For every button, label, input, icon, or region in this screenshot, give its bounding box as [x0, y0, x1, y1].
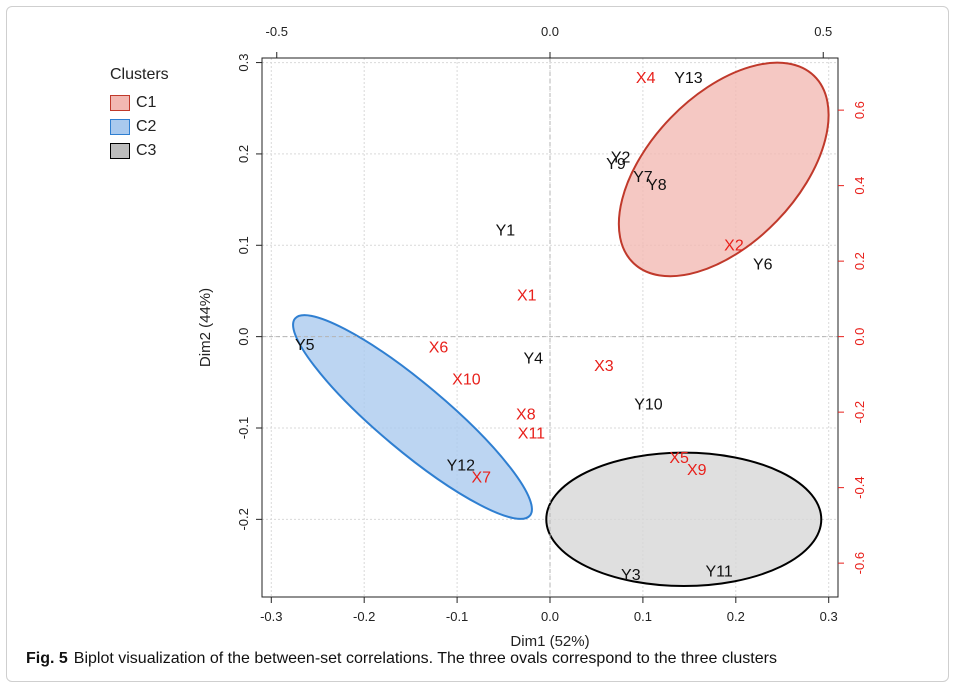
point-label-x10: X10: [452, 372, 481, 389]
caption-text: Biplot visualization of the between-set …: [73, 650, 777, 667]
x-tick-label: -0.1: [446, 609, 468, 624]
x-tick-label: -0.2: [353, 609, 375, 624]
point-label-y10: Y10: [634, 396, 663, 413]
point-label-y7: Y7: [633, 169, 653, 186]
point-label-y6: Y6: [753, 257, 773, 274]
y-tick-label: 0.3: [236, 54, 251, 72]
x-axis-label: Dim1 (52%): [510, 633, 589, 650]
point-label-x5: X5: [669, 450, 689, 467]
point-label-x4: X4: [636, 70, 656, 87]
caption-label: Fig. 5: [26, 650, 68, 667]
right-tick-label: -0.2: [852, 401, 867, 423]
point-label-x11: X11: [518, 426, 545, 443]
point-label-y3: Y3: [621, 567, 641, 584]
right-tick-label: -0.6: [852, 552, 867, 574]
legend-title: Clusters: [110, 66, 169, 83]
x-axis-bottom: -0.3 -0.2 -0.1 0.0 0.1 0.2 0.3: [260, 597, 838, 624]
legend-swatch: [110, 143, 130, 159]
point-label-y5: Y5: [295, 337, 315, 354]
right-tick-label: 0.0: [852, 328, 867, 346]
legend-label: C2: [136, 118, 157, 135]
legend-item-c2: C2: [110, 116, 169, 138]
y-tick-label: 0.0: [236, 328, 251, 346]
top-tick-label: 0.0: [541, 24, 559, 39]
legend-swatch: [110, 119, 130, 135]
right-tick-label: -0.4: [852, 476, 867, 498]
y-axis-left: -0.2 -0.1 0.0 0.1 0.2 0.3: [236, 54, 262, 531]
point-label-y8: Y8: [647, 177, 667, 194]
y-tick-label: 0.2: [236, 145, 251, 163]
point-label-x8: X8: [516, 406, 536, 423]
y-tick-label: -0.2: [236, 508, 251, 530]
x-tick-label: 0.3: [820, 609, 838, 624]
cluster-ellipse-c1: [617, 61, 830, 278]
cluster-ellipse-c3: [545, 451, 823, 588]
top-tick-label: -0.5: [266, 24, 288, 39]
legend-swatch: [110, 95, 130, 111]
right-tick-label: 0.2: [852, 252, 867, 270]
point-label-y2: Y2: [611, 150, 631, 167]
x-tick-label: 0.2: [727, 609, 745, 624]
point-labels: X1 X2 X3 X4 X5 X6 X7 X8 X9 X10 X11 Y1 Y2 Y3 Y4 Y5 Y6 Y7Y8…: [295, 70, 773, 584]
figure-caption: Fig. 5 Biplot visualization of the betwee…: [26, 650, 936, 668]
legend-item-c3: C3: [110, 140, 169, 162]
point-label-y11: Y11: [705, 564, 732, 581]
right-tick-label: 0.4: [852, 177, 867, 195]
point-label-x7: X7: [471, 469, 491, 486]
y-tick-label: 0.1: [236, 236, 251, 254]
x-tick-label: 0.0: [541, 609, 559, 624]
point-label-x2: X2: [724, 237, 744, 254]
point-label-x9: X9: [687, 462, 707, 479]
y-tick-label: -0.1: [236, 417, 251, 439]
x-tick-label: -0.3: [260, 609, 282, 624]
point-label-y13: Y13: [674, 70, 703, 87]
point-label-x3: X3: [594, 358, 614, 375]
point-label-y9: Y9: [606, 156, 626, 173]
point-label-y4: Y4: [523, 351, 543, 368]
legend-label: C3: [136, 142, 157, 159]
legend-label: C1: [136, 94, 157, 111]
reference-lines: [262, 58, 838, 597]
cluster-ellipses: [292, 61, 830, 588]
point-label-x6: X6: [429, 340, 449, 357]
x-axis-top: -0.5 0.0 0.5: [266, 24, 832, 58]
top-tick-label: 0.5: [814, 24, 832, 39]
x-tick-label: 0.1: [634, 609, 652, 624]
point-label-y12: Y12: [447, 458, 476, 475]
y-axis-label: Dim2 (44%): [197, 288, 214, 367]
legend-item-c1: C1: [110, 92, 169, 114]
legend: Clusters C1 C2 C3: [110, 66, 169, 164]
right-tick-label: 0.6: [852, 101, 867, 119]
point-label-y1: Y1: [496, 223, 516, 240]
y-axis-right: -0.6 -0.4 -0.2 0.0 0.2 0.4 0.6: [838, 101, 867, 574]
cluster-ellipse-c2: [292, 314, 533, 520]
point-label-x1: X1: [517, 288, 537, 305]
